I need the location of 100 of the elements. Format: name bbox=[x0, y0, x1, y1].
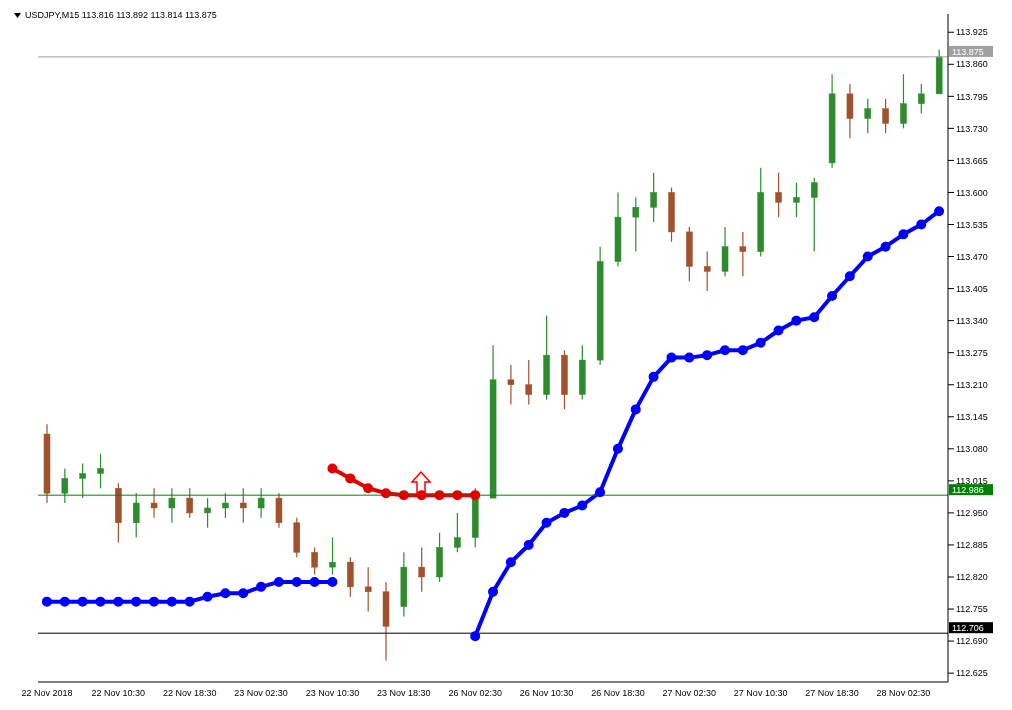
point bbox=[363, 483, 374, 494]
x-tick-label: 26 Nov 02:30 bbox=[448, 688, 502, 699]
candlestick bbox=[240, 487, 247, 524]
y-tick-label: 113.665 bbox=[956, 155, 988, 166]
x-tick-label: 27 Nov 18:30 bbox=[805, 688, 859, 699]
y-tick-label: 113.405 bbox=[956, 283, 988, 294]
point bbox=[773, 325, 784, 336]
point bbox=[755, 337, 766, 348]
point bbox=[559, 507, 570, 518]
candlestick bbox=[150, 487, 158, 519]
y-tick-label: 113.340 bbox=[956, 315, 988, 326]
point bbox=[666, 352, 677, 363]
point bbox=[291, 576, 302, 587]
candlestick bbox=[650, 172, 657, 223]
point bbox=[791, 315, 802, 326]
candlestick bbox=[739, 231, 747, 277]
y-tick-label: 113.210 bbox=[956, 379, 988, 390]
candlestick bbox=[329, 536, 336, 576]
point bbox=[327, 576, 338, 587]
candlestick bbox=[168, 487, 176, 524]
point bbox=[238, 588, 249, 599]
candlestick bbox=[204, 497, 211, 529]
x-tick-label: 23 Nov 02:30 bbox=[234, 688, 288, 699]
y-tick-label: 112.690 bbox=[956, 636, 988, 647]
point bbox=[844, 271, 855, 282]
candlestick bbox=[775, 172, 782, 218]
point bbox=[184, 596, 195, 607]
point bbox=[470, 490, 481, 501]
y-tick-label: 112.950 bbox=[956, 508, 988, 519]
point bbox=[452, 490, 463, 501]
y-tick-label: 113.860 bbox=[956, 59, 988, 70]
x-tick-label: 27 Nov 02:30 bbox=[662, 688, 717, 699]
point bbox=[166, 596, 177, 607]
y-tick-label: 113.145 bbox=[956, 411, 988, 422]
candlestick bbox=[811, 177, 818, 253]
candlestick bbox=[97, 453, 104, 489]
candlestick bbox=[257, 487, 265, 519]
candlestick bbox=[882, 98, 889, 134]
x-tick-label: 22 Nov 10:30 bbox=[91, 688, 146, 699]
y-tick-label: 113.535 bbox=[956, 219, 988, 230]
y-tick-label: 113.600 bbox=[956, 187, 988, 198]
x-tick-label: 27 Nov 10:30 bbox=[733, 688, 788, 699]
point bbox=[719, 345, 730, 356]
candlestick bbox=[793, 182, 800, 218]
point bbox=[202, 591, 213, 602]
point bbox=[131, 596, 142, 607]
point bbox=[273, 576, 284, 587]
candlestick bbox=[632, 196, 640, 253]
candlestick bbox=[132, 492, 140, 539]
y-tick-label: 113.470 bbox=[956, 251, 988, 262]
point bbox=[470, 631, 481, 642]
candlestick bbox=[311, 546, 318, 576]
x-tick-label: 22 Nov 2018 bbox=[21, 688, 73, 699]
point bbox=[41, 596, 52, 607]
point bbox=[398, 490, 409, 501]
point bbox=[898, 229, 909, 240]
y-tick-label: 113.925 bbox=[956, 27, 988, 38]
point bbox=[648, 371, 659, 382]
candlestick bbox=[525, 359, 533, 406]
candlestick bbox=[703, 251, 711, 292]
point bbox=[309, 576, 320, 587]
y-tick-label: 112.885 bbox=[956, 540, 988, 551]
point bbox=[59, 596, 70, 607]
y-tick-label: 113.015 bbox=[956, 476, 988, 487]
point bbox=[256, 581, 267, 592]
point bbox=[684, 352, 695, 363]
candlestick bbox=[79, 463, 86, 499]
candlestick bbox=[222, 492, 229, 519]
point bbox=[630, 404, 641, 415]
candlestick bbox=[61, 467, 69, 504]
point bbox=[327, 463, 338, 474]
candlestick bbox=[364, 566, 372, 613]
point bbox=[148, 596, 159, 607]
point bbox=[434, 490, 445, 501]
point bbox=[702, 350, 713, 361]
point bbox=[862, 251, 873, 262]
candlestick bbox=[454, 512, 461, 553]
point bbox=[220, 588, 231, 599]
candlestick bbox=[507, 364, 515, 406]
y-tick-label: 112.820 bbox=[956, 572, 988, 583]
point bbox=[809, 312, 820, 323]
candlestick bbox=[900, 73, 907, 129]
chart-title: USDJPY,M15 113.816 113.892 113.814 113.875 bbox=[25, 10, 217, 20]
point bbox=[880, 241, 891, 252]
y-tick-label: 113.730 bbox=[956, 123, 988, 134]
point bbox=[505, 557, 516, 568]
ref-line-label: 112.986 bbox=[952, 485, 984, 496]
x-tick-label: 23 Nov 10:30 bbox=[305, 688, 360, 699]
point bbox=[95, 596, 106, 607]
x-tick-label: 26 Nov 10:30 bbox=[519, 688, 574, 699]
x-tick-label: 23 Nov 18:30 bbox=[377, 688, 431, 699]
point bbox=[380, 488, 391, 499]
y-tick-label: 112.755 bbox=[956, 604, 988, 615]
x-tick-label: 26 Nov 18:30 bbox=[591, 688, 645, 699]
point bbox=[345, 473, 356, 484]
point bbox=[541, 517, 552, 528]
candlestick bbox=[418, 546, 425, 593]
candlestick bbox=[186, 487, 193, 519]
point bbox=[113, 596, 124, 607]
y-tick-label: 112.625 bbox=[956, 668, 988, 679]
